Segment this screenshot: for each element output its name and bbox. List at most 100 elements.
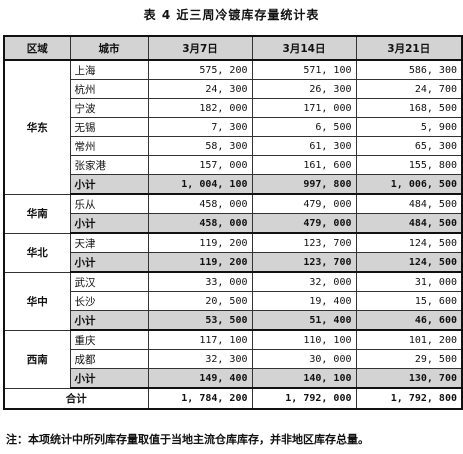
subtotal-value: 140, 100 — [251, 368, 357, 389]
value-cell: 6, 500 — [251, 117, 357, 137]
value-cell: 155, 800 — [355, 155, 463, 175]
value-cell: 119, 200 — [147, 232, 253, 253]
value-cell: 157, 000 — [147, 155, 253, 175]
city-cell: 杭州 — [69, 79, 149, 99]
table-row: 长沙 20, 500 19, 400 15, 600 — [4, 291, 463, 311]
header-mar21: 3月21日 — [355, 35, 463, 61]
subtotal-value: 124, 500 — [355, 252, 463, 273]
subtotal-label: 小计 — [69, 252, 149, 273]
table-row: 常州 58, 300 61, 300 65, 300 — [4, 136, 463, 156]
value-cell: 58, 300 — [147, 136, 253, 156]
city-cell: 天津 — [69, 232, 149, 253]
city-cell: 长沙 — [69, 291, 149, 311]
subtotal-value: 997, 800 — [251, 174, 357, 195]
header-mar14: 3月14日 — [251, 35, 357, 61]
value-cell: 24, 300 — [147, 79, 253, 99]
value-cell: 182, 000 — [147, 98, 253, 118]
region-cell: 西南 — [3, 329, 71, 389]
total-label: 合计 — [3, 387, 149, 410]
value-cell: 30, 000 — [251, 349, 357, 369]
subtotal-row: 小计 53, 500 51, 400 46, 600 — [4, 310, 463, 331]
value-cell: 575, 200 — [147, 59, 253, 80]
value-cell: 123, 700 — [251, 232, 357, 253]
value-cell: 26, 300 — [251, 79, 357, 99]
header-mar7: 3月7日 — [147, 35, 253, 61]
subtotal-value: 51, 400 — [251, 310, 357, 331]
city-cell: 常州 — [69, 136, 149, 156]
value-cell: 124, 500 — [355, 232, 463, 253]
table-row: 华南 乐从 458, 000 479, 000 484, 500 — [3, 193, 463, 234]
table-row: 华中 武汉 33, 000 32, 000 31, 000 — [3, 271, 463, 331]
table-row: 无锡 7, 300 6, 500 5, 900 — [4, 117, 463, 137]
value-cell: 65, 300 — [355, 136, 463, 156]
subtotal-value: 484, 500 — [355, 213, 463, 234]
total-row: 合计 1, 784, 200 1, 792, 000 1, 792, 800 — [3, 387, 463, 410]
subtotal-value: 119, 200 — [147, 252, 253, 273]
city-cell: 成都 — [69, 349, 149, 369]
region-cell: 华北 — [3, 232, 71, 273]
value-cell: 5, 900 — [355, 117, 463, 137]
footnote: 注：本项统计中所列库存量取值于当地主流仓库库存，并非地区库存总量。 — [6, 433, 369, 446]
subtotal-row: 小计 458, 000 479, 000 484, 500 — [4, 213, 463, 234]
value-cell: 101, 200 — [355, 329, 463, 350]
value-cell: 29, 500 — [355, 349, 463, 369]
header-city: 城市 — [69, 35, 149, 61]
value-cell: 571, 100 — [251, 59, 357, 80]
total-value: 1, 792, 800 — [355, 387, 463, 410]
city-cell: 乐从 — [69, 193, 149, 214]
value-cell: 161, 600 — [251, 155, 357, 175]
subtotal-value: 1, 004, 100 — [147, 174, 253, 195]
city-cell: 无锡 — [69, 117, 149, 137]
city-cell: 张家港 — [69, 155, 149, 175]
value-cell: 20, 500 — [147, 291, 253, 311]
total-value: 1, 792, 000 — [251, 387, 357, 410]
value-cell: 32, 000 — [251, 271, 357, 292]
subtotal-value: 149, 400 — [147, 368, 253, 389]
city-cell: 重庆 — [69, 329, 149, 350]
value-cell: 33, 000 — [147, 271, 253, 292]
value-cell: 61, 300 — [251, 136, 357, 156]
subtotal-value: 123, 700 — [251, 252, 357, 273]
subtotal-value: 46, 600 — [355, 310, 463, 331]
subtotal-row: 小计 1, 004, 100 997, 800 1, 006, 500 — [4, 174, 463, 195]
city-cell: 武汉 — [69, 271, 149, 292]
header-region: 区域 — [3, 35, 71, 61]
table-row: 华东 上海 575, 200 571, 100 586, 300 — [3, 59, 463, 195]
table-row: 成都 32, 300 30, 000 29, 500 — [4, 349, 463, 369]
value-cell: 117, 100 — [147, 329, 253, 350]
value-cell: 458, 000 — [147, 193, 253, 214]
value-cell: 31, 000 — [355, 271, 463, 292]
stock-table: 区域 城市 3月7日 3月14日 3月21日 华东 上海 575, 200 571, … — [3, 35, 463, 410]
value-cell: 171, 000 — [251, 98, 357, 118]
city-cell: 宁波 — [69, 98, 149, 118]
table-body: 华东 上海 575, 200 571, 100 586, 300 杭州 24, 300 26,… — [3, 59, 463, 410]
table-row: 宁波 182, 000 171, 000 168, 500 — [4, 98, 463, 118]
subtotal-row: 小计 149, 400 140, 100 130, 700 — [4, 368, 463, 389]
subtotal-value: 458, 000 — [147, 213, 253, 234]
value-cell: 32, 300 — [147, 349, 253, 369]
subtotal-row: 小计 119, 200 123, 700 124, 500 — [4, 252, 463, 273]
value-cell: 168, 500 — [355, 98, 463, 118]
value-cell: 24, 700 — [355, 79, 463, 99]
table-row: 张家港 157, 000 161, 600 155, 800 — [4, 155, 463, 175]
value-cell: 586, 300 — [355, 59, 463, 80]
region-cell: 华南 — [3, 193, 71, 234]
subtotal-label: 小计 — [69, 368, 149, 389]
table-title: 表 4 近三周冷镀库存量统计表 — [143, 8, 320, 22]
total-value: 1, 784, 200 — [147, 387, 253, 410]
subtotal-label: 小计 — [69, 213, 149, 234]
value-cell: 15, 600 — [355, 291, 463, 311]
subtotal-value: 1, 006, 500 — [355, 174, 463, 195]
city-cell: 上海 — [69, 59, 149, 80]
value-cell: 484, 500 — [355, 193, 463, 214]
value-cell: 19, 400 — [251, 291, 357, 311]
table-row: 杭州 24, 300 26, 300 24, 700 — [4, 79, 463, 99]
subtotal-value: 53, 500 — [147, 310, 253, 331]
subtotal-label: 小计 — [69, 310, 149, 331]
subtotal-value: 479, 000 — [251, 213, 357, 234]
value-cell: 479, 000 — [251, 193, 357, 214]
value-cell: 110, 100 — [251, 329, 357, 350]
header-row: 区域 城市 3月7日 3月14日 3月21日 — [3, 35, 463, 61]
subtotal-value: 130, 700 — [355, 368, 463, 389]
